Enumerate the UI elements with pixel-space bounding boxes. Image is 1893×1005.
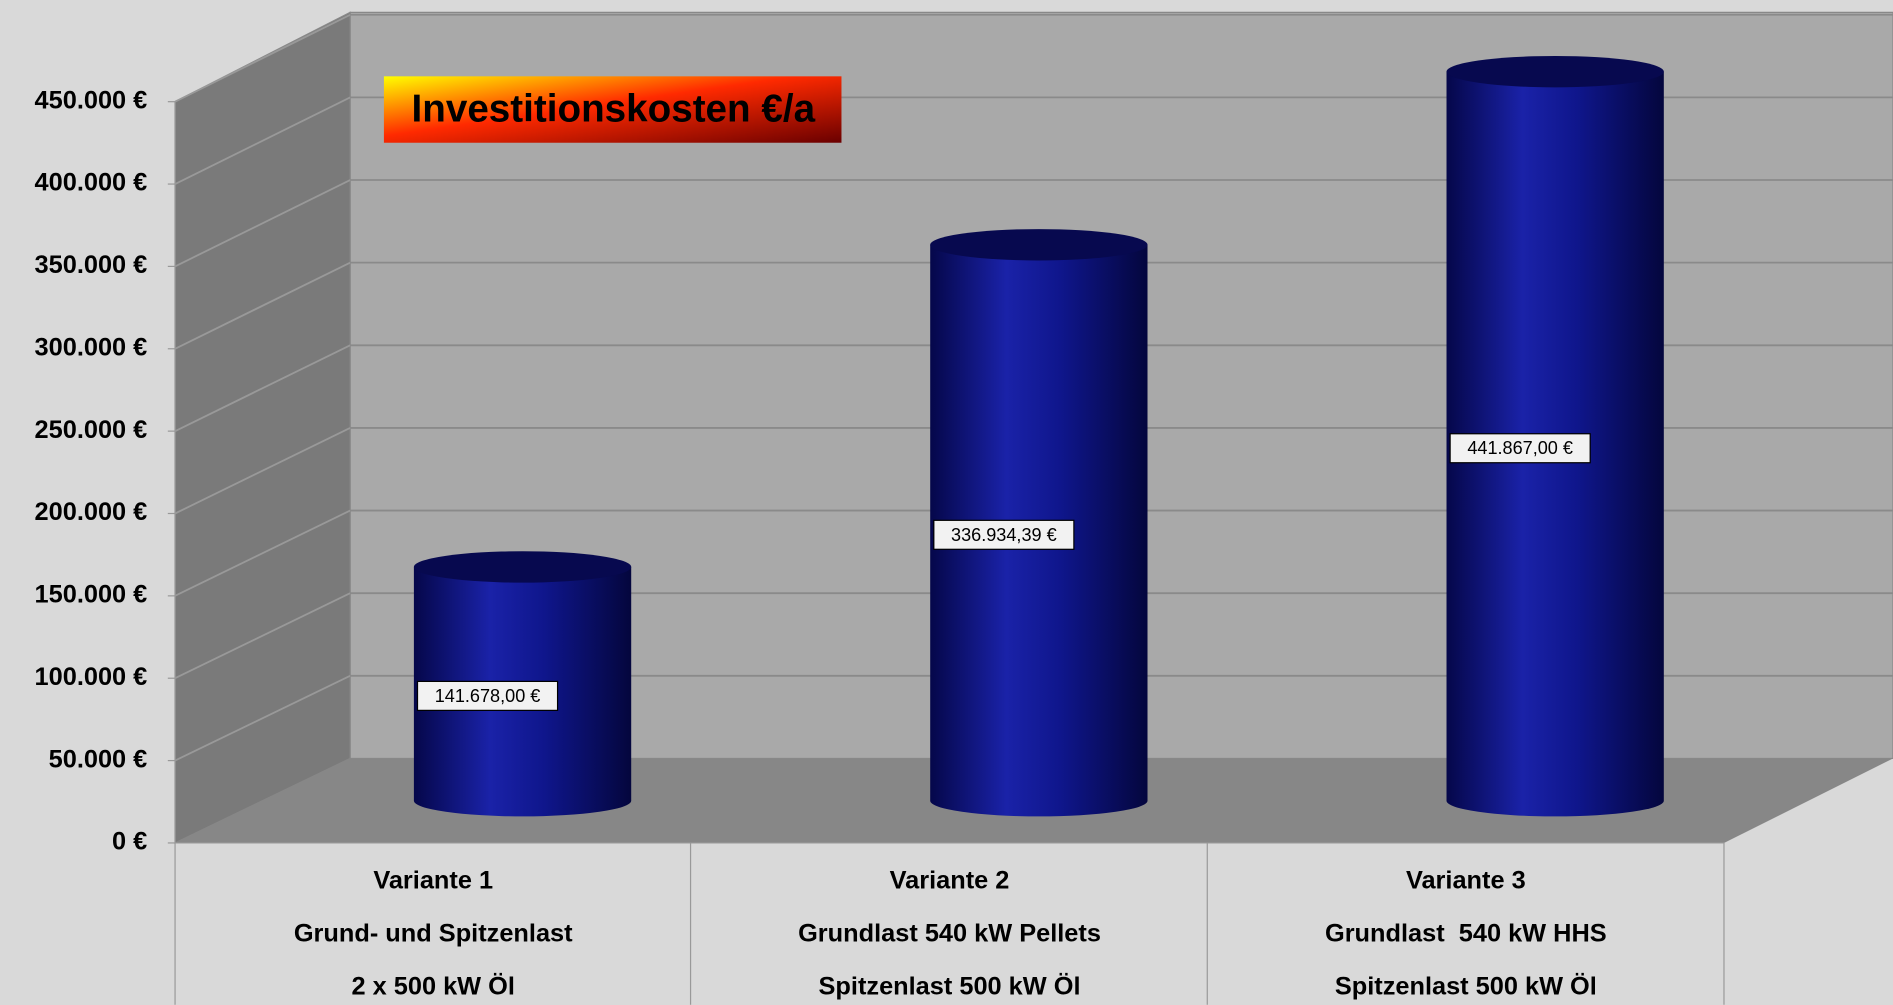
y-tick-label: 250.000 €	[35, 416, 148, 444]
value-label-box	[933, 519, 1075, 550]
y-tick-label: 350.000 €	[35, 251, 148, 279]
y-tick-label: 300.000 €	[35, 333, 148, 361]
y-tick-label: 100.000 €	[35, 663, 148, 691]
y-tick-label: 0 €	[112, 828, 147, 856]
y-tick-label: 200.000 €	[35, 498, 148, 526]
x-tick-label: Spitzenlast 500 kW Öl	[1335, 972, 1597, 1001]
bar-top	[413, 551, 632, 583]
grid-line	[174, 344, 351, 432]
title-box	[383, 76, 842, 143]
value-label-box	[416, 680, 559, 711]
x-tick-label: Grundlast 540 kW HHS	[1325, 919, 1607, 947]
grid-line	[174, 261, 351, 350]
y-tick-label: 450.000 €	[35, 86, 148, 114]
y-tick-label: 400.000 €	[35, 169, 148, 197]
grid-line	[174, 13, 351, 103]
bar-top	[930, 229, 1148, 261]
value-label: 441.867,00 €	[1467, 438, 1573, 458]
x-tick-label: Grundlast 540 kW Pellets	[798, 919, 1101, 947]
bar-top	[1446, 55, 1664, 88]
value-label: 141.678,00 €	[435, 686, 541, 706]
grid-line	[174, 592, 351, 680]
grid-line	[174, 674, 351, 762]
value-label: 336.934,39 €	[951, 525, 1057, 545]
x-tick-label: Variante 2	[890, 866, 1010, 894]
value-label-box	[1449, 433, 1591, 464]
y-tick-label: 150.000 €	[35, 581, 148, 609]
x-tick-label: 2 x 500 kW Öl	[351, 972, 514, 1001]
grid-line	[174, 509, 351, 597]
chart-title: Investitionskosten €/a	[412, 88, 816, 131]
x-tick-label: Variante 3	[1406, 866, 1526, 894]
grid-line	[174, 96, 351, 185]
x-tick-label: Grund- und Spitzenlast	[294, 919, 573, 947]
grid-line	[174, 427, 351, 515]
y-tick-label: 50.000 €	[49, 745, 148, 773]
x-tick-label: Spitzenlast 500 kW Öl	[819, 972, 1081, 1001]
grid-line	[174, 179, 351, 268]
x-tick-label: Variante 1	[373, 866, 493, 894]
